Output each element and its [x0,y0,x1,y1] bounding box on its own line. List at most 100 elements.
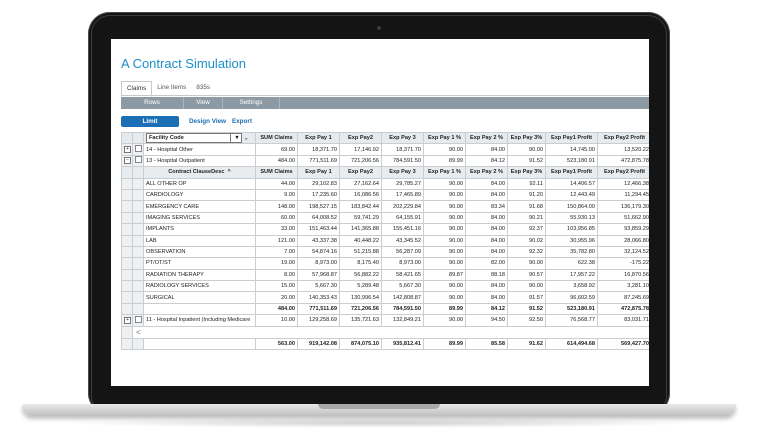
detail-row: LAB 121.00 43,337.38 40,448.22 43,345.52 90.0… [121,234,649,247]
value-cell: 89.99 [423,337,466,351]
value-cell: 43,337.38 [297,234,340,247]
scroll-left-icon[interactable]: < [132,325,649,339]
value-cell: 84.00 [465,143,508,156]
value-cell: 92.32 [507,245,546,259]
sub-col-header[interactable]: SUM Claims [255,166,298,179]
sub-col-header[interactable]: Exp Pay 1 % [423,166,466,179]
detail-row: CARDIOLOGY 9.00 17,235.60 16,086.56 17,465.8… [121,188,649,202]
value-cell: 29,102.83 [297,177,340,190]
value-cell: 90.00 [423,245,466,259]
sub-col-header[interactable]: Exp Pay2 Profit [597,166,649,179]
sub-col-header[interactable]: Exp Pay 3% [507,166,546,179]
value-cell: 614,494.68 [545,337,598,351]
sub-col-header[interactable]: Exp Pay 3 [381,166,424,179]
design-view-link[interactable]: Design View [189,117,226,125]
page-title: A Contract Simulation [121,56,247,71]
col-exp-pay-3[interactable]: Exp Pay 3 [381,131,424,145]
sub-col-header[interactable]: Exp Pay 2 % [465,166,508,179]
expand-toggle-icon[interactable]: + [124,316,131,324]
col-exp-pay-2-pct[interactable]: Exp Pay 2 % [465,131,508,145]
detail-row: SURGICAL 20.00 140,353.43 130,996.54 142,808… [121,291,649,304]
contract-clause-label: Contract ClauseDesc [168,169,225,176]
app-screen: A Contract Simulation Claims Line Items … [111,39,649,386]
value-cell: 17,465.89 [381,188,424,202]
value-cell: 484.00 [255,154,298,168]
value-cell: 16,870.56 [597,268,649,282]
expand-toggle-icon[interactable]: − [124,157,131,165]
value-cell: 55,930.13 [545,211,598,225]
tab-claims[interactable]: Claims [121,81,153,97]
row-checkbox[interactable] [135,156,142,164]
value-cell: 96,602.59 [545,291,598,304]
tab-835s[interactable]: 835s [196,84,210,91]
value-cell: 90.57 [507,268,546,282]
col-exp-pay2-profit[interactable]: Exp Pay2 Profit [597,131,649,145]
clause-label: IMAGING SERVICES [143,211,256,225]
export-link[interactable]: Export [231,117,252,125]
sub-col-header[interactable]: Exp Pay2 [339,166,382,179]
sort-asc-icon[interactable]: ^ [227,169,231,176]
value-cell: 91.52 [507,154,546,168]
menu-bar: Rows View Settings [121,97,649,109]
scroll-row: < [121,325,649,339]
col-sum-claims[interactable]: SUM Claims [255,131,298,145]
clause-label: PT/OT/ST [143,257,256,270]
value-cell: 151,463.44 [297,223,340,236]
clause-label: OBSERVATION [143,245,256,259]
value-cell: 51,662.90 [597,211,649,225]
value-cell: 84.12 [465,154,508,168]
facility-code-select[interactable]: Facility Code ▾ [146,133,242,143]
value-cell: 202,229.84 [381,200,424,213]
value-cell: 11,294.45 [597,188,649,202]
value-cell: 90.00 [507,280,546,293]
value-cell: 29,785.27 [381,177,424,190]
sub-col-header[interactable]: Exp Pay1 Profit [545,166,598,179]
limit-button[interactable]: Limit [121,115,179,127]
clause-label: CARDIOLOGY [143,188,256,202]
value-cell: 141,365.88 [339,223,382,236]
value-cell: 771,511.69 [297,302,340,316]
menu-rows[interactable]: Rows [121,97,184,109]
value-cell: 129,258.69 [297,314,340,327]
laptop-shadow [60,418,700,428]
col-exp-pay-1-pct[interactable]: Exp Pay 1 % [423,131,466,145]
clause-label: IMPLANTS [143,223,256,236]
value-cell: 90.00 [423,314,466,327]
chevron-down-icon: ▾ [230,134,241,143]
col-exp-pay-2[interactable]: Exp Pay2 [339,131,382,145]
menu-view[interactable]: View [184,97,223,109]
value-cell: 17,235.60 [297,188,340,202]
row-checkbox[interactable] [135,315,142,323]
value-cell: 8,973.00 [297,257,340,270]
laptop-base [22,404,736,416]
value-cell: 76,568.77 [545,314,598,327]
expand-toggle-icon[interactable]: + [124,146,131,154]
value-cell: 5,289.48 [339,280,382,293]
value-cell: 30,955.96 [545,234,598,247]
value-cell: 8,973.00 [381,257,424,270]
sub-col-header[interactable]: Exp Pay 1 [297,166,340,179]
col-exp-pay-1[interactable]: Exp Pay 1 [297,131,340,145]
col-exp-pay-3-pct[interactable]: Exp Pay 3% [507,131,546,145]
detail-row: PT/OT/ST 19.00 8,973.00 8,175.40 8,973.00 90.… [121,257,649,270]
sort-chevron-icon[interactable]: ⌄ [243,135,249,142]
value-cell: 12,443.49 [545,188,598,202]
value-cell: 140,353.43 [297,291,340,304]
contract-clause-header[interactable]: Contract ClauseDesc ^ [143,166,256,179]
value-cell: 5,667.30 [297,280,340,293]
claims-table: Facility Code ▾ ⌄ SUM Claims Exp Pay 1 Ex… [121,131,649,351]
value-cell: 64,008.52 [297,211,340,225]
value-cell: 7.00 [255,245,298,259]
col-exp-pay1-profit[interactable]: Exp Pay1 Profit [545,131,598,145]
value-cell: 43,345.52 [381,234,424,247]
tab-line-items[interactable]: Line Items [157,84,187,91]
value-cell: 198,527.15 [297,200,340,213]
value-cell: 9.00 [255,188,298,202]
menu-settings[interactable]: Settings [223,97,280,109]
detail-row: IMAGING SERVICES 60.00 64,008.52 59,741.29 6… [121,211,649,225]
value-cell: 15.00 [255,280,298,293]
row-checkbox[interactable] [135,145,142,153]
detail-row: ALL OTHER OP 44.00 29,102.83 27,162.64 29,78… [121,177,649,190]
value-cell: 721,206.56 [339,154,382,168]
value-cell: 93,859.29 [597,223,649,236]
